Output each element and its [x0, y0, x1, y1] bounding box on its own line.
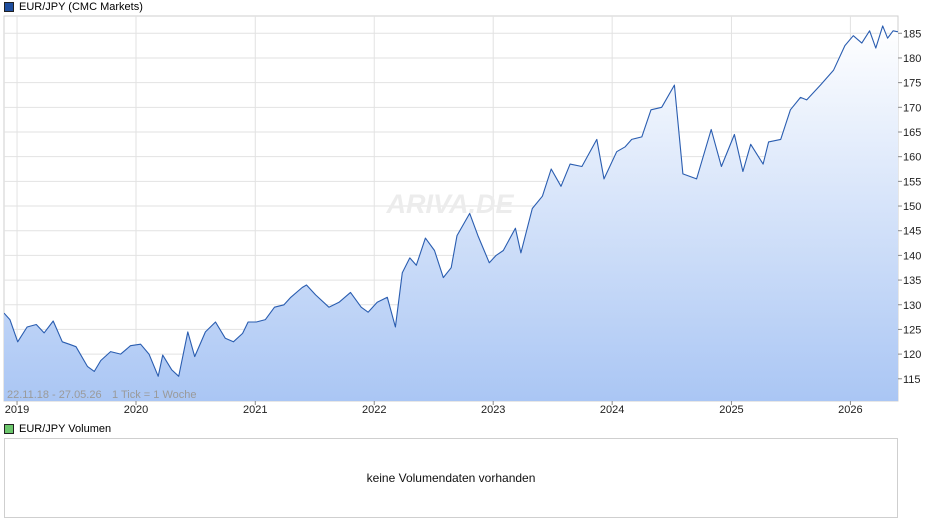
y-tick-label: 140: [903, 250, 921, 262]
price-chart[interactable]: ARIVA.DE 1151201251301351401451501551601…: [0, 0, 940, 420]
y-tick-label: 130: [903, 300, 921, 312]
x-tick-label: 2024: [600, 404, 624, 416]
series-layer: [4, 25, 898, 401]
x-tick-label: 2026: [838, 404, 862, 416]
x-axis: 2019 2020 2021 2022 2023 2024 2025 2026: [5, 401, 863, 416]
x-tick-label: 2023: [481, 404, 505, 416]
x-tick-label: 2021: [243, 404, 267, 416]
volume-legend: EUR/JPY Volumen: [4, 422, 111, 435]
y-tick-label: 185: [903, 28, 921, 40]
price-line: [4, 25, 898, 377]
y-tick-label: 165: [903, 127, 921, 139]
main-series-swatch: [4, 1, 14, 12]
y-tick-label: 175: [903, 78, 921, 90]
y-tick-label: 135: [903, 275, 921, 287]
tick-interval-label: 1 Tick = 1 Woche: [112, 389, 196, 401]
y-tick-label: 120: [903, 349, 921, 361]
y-tick-label: 160: [903, 152, 921, 164]
date-range-label: 22.11.18 - 27.05.26: [7, 389, 102, 401]
x-tick-label: 2022: [362, 404, 386, 416]
watermark-text: ARIVA.DE: [385, 189, 514, 219]
y-tick-label: 155: [903, 176, 921, 188]
y-axis: 115 120 125 130 135 140 145 150 155 160 165 170 175 1…: [898, 28, 921, 386]
y-tick-label: 170: [903, 102, 921, 114]
price-area-fill: [4, 25, 898, 401]
y-tick-label: 180: [903, 53, 921, 65]
x-tick-label: 2019: [5, 404, 29, 416]
main-chart-legend: EUR/JPY (CMC Markets): [4, 0, 143, 13]
y-tick-label: 150: [903, 201, 921, 213]
volume-series-label: EUR/JPY Volumen: [19, 422, 112, 435]
volume-empty-message: keine Volumendaten vorhanden: [366, 471, 536, 485]
volume-panel: keine Volumendaten vorhanden: [4, 438, 898, 518]
y-tick-label: 125: [903, 324, 921, 336]
y-tick-label: 115: [903, 374, 921, 386]
volume-series-swatch: [4, 423, 14, 434]
y-tick-label: 145: [903, 226, 921, 238]
main-series-label: EUR/JPY (CMC Markets): [19, 0, 143, 13]
x-tick-label: 2020: [124, 404, 148, 416]
x-tick-label: 2025: [719, 404, 743, 416]
